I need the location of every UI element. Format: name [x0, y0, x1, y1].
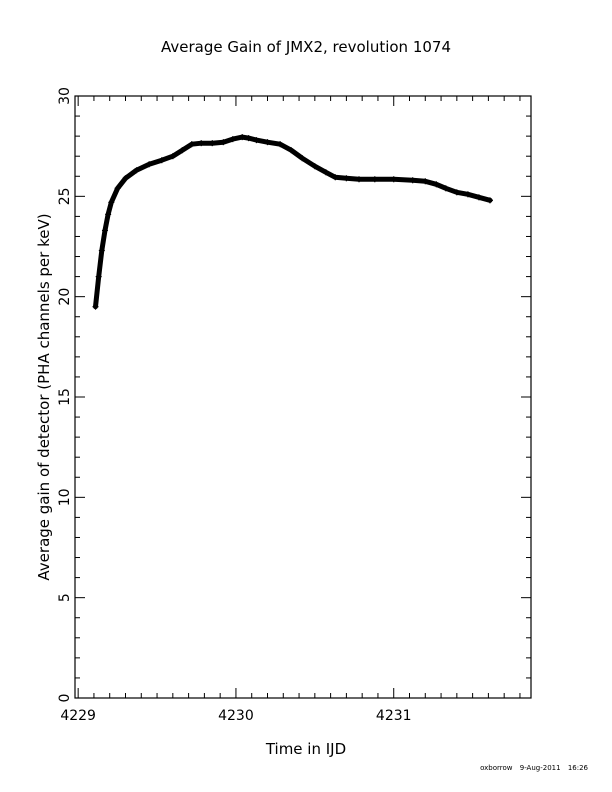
- y-axis-label: Average gain of detector (PHA channels p…: [35, 213, 53, 580]
- y-axis-ticks: 0 5 10 15 20 25 30: [57, 87, 531, 702]
- x-tick-label: 4229: [60, 708, 96, 724]
- y-tick-label: 0: [57, 694, 73, 703]
- y-tick-label: 5: [57, 593, 73, 602]
- footer-date: 9-Aug-2011: [520, 764, 561, 772]
- footer-user: oxborrow: [480, 764, 513, 772]
- y-tick-label: 25: [57, 187, 73, 205]
- x-axis-ticks: 4229 4230 4231: [60, 96, 521, 724]
- data-trace: [93, 134, 493, 310]
- y-tick-label: 15: [57, 388, 73, 406]
- chart-title: Average Gain of JMX2, revolution 1074: [161, 38, 451, 56]
- y-tick-label: 30: [57, 87, 73, 105]
- x-tick-label: 4231: [376, 708, 412, 724]
- x-axis-label: Time in IJD: [265, 740, 346, 758]
- y-tick-label: 20: [57, 288, 73, 306]
- x-tick-label: 4230: [218, 708, 254, 724]
- y-tick-label: 10: [57, 488, 73, 506]
- footer-stamp: oxborrow 9-Aug-2011 16:26: [480, 764, 588, 772]
- plot-frame: [74, 95, 532, 699]
- footer-time: 16:26: [568, 764, 589, 772]
- data-points: [92, 134, 493, 310]
